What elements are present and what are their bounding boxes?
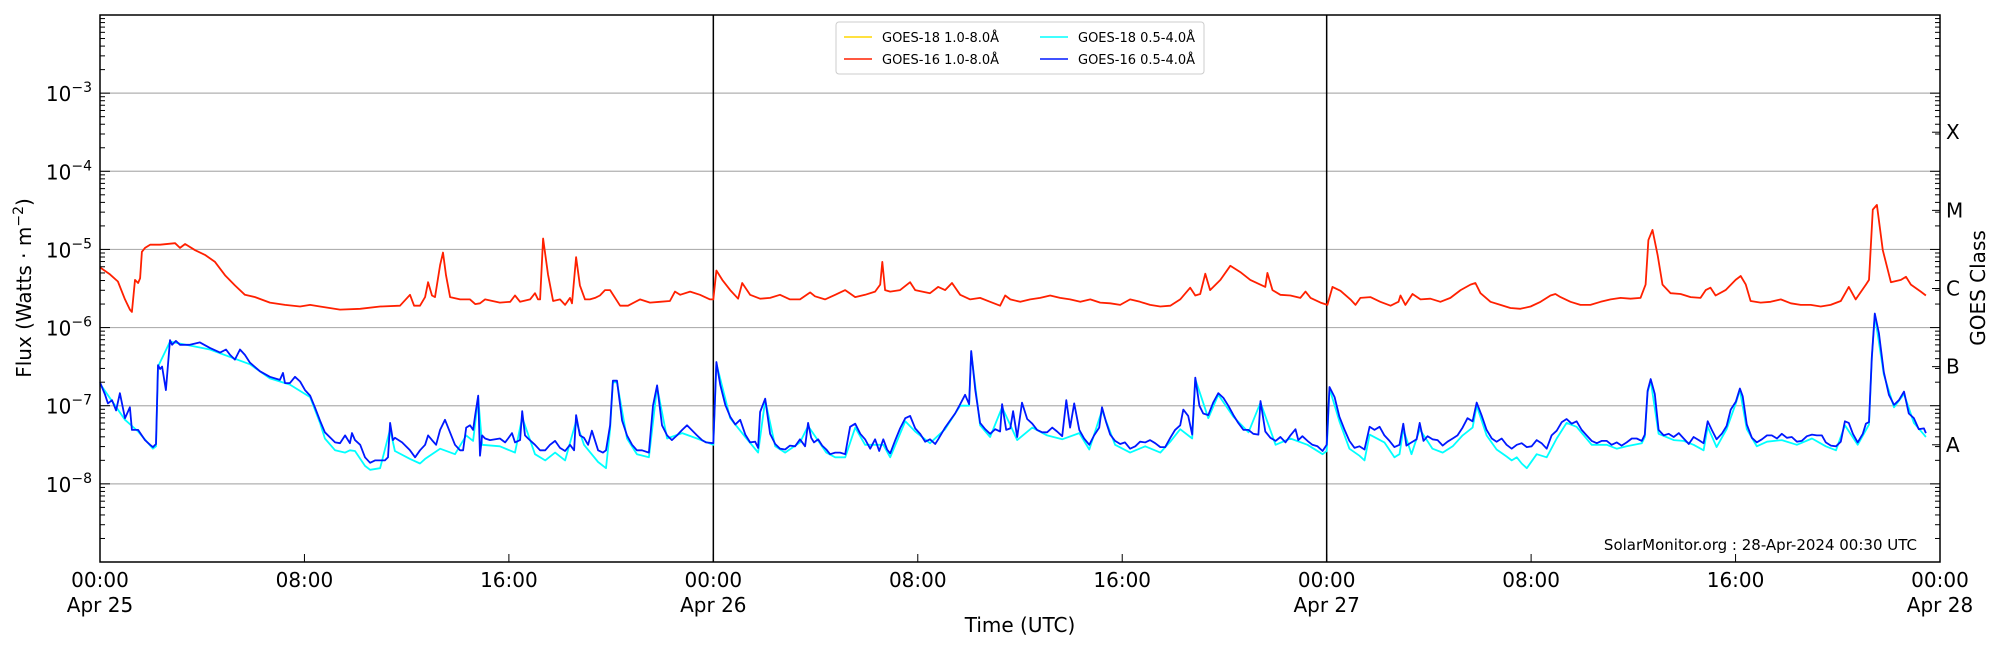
x-tick-date: Apr 27: [1293, 593, 1359, 617]
y-tick-exp: −6: [71, 315, 92, 331]
y-axis-title-close: ): [12, 198, 36, 206]
x-tick-label: 00:00: [1911, 568, 1969, 592]
goes-class-label-b: B: [1946, 355, 1960, 379]
goes-class-label-a: A: [1946, 433, 1960, 457]
y-axis-title: Flux (Watts · m−2): [11, 198, 36, 378]
x-tick-date: Apr 25: [67, 593, 133, 617]
y-axis-right-goes-class: A B C M X: [1930, 18, 1963, 563]
y-tick-base: 10: [46, 238, 71, 262]
y-tick-base: 10: [46, 82, 71, 106]
goes-class-label-m: M: [1946, 198, 1963, 222]
x-tick-label: 00:00: [1298, 568, 1356, 592]
y-tick-base: 10: [46, 395, 71, 419]
y-tick-base: 10: [46, 160, 71, 184]
x-tick-label: 00:00: [71, 568, 129, 592]
source-annotation: SolarMonitor.org : 28-Apr-2024 00:30 UTC: [1604, 536, 1917, 554]
data-series: [99, 203, 1927, 471]
y-tick-label: 10−6: [46, 315, 92, 341]
x-tick-label: 08:00: [1502, 568, 1560, 592]
x-tick-label: 08:00: [276, 568, 334, 592]
legend: GOES-18 1.0-8.0Å GOES-18 0.5-4.0Å GOES-16 …: [835, 21, 1205, 75]
goes-class-label-x: X: [1946, 120, 1960, 144]
y-axis-right-title: GOES Class: [1966, 230, 1990, 346]
y-tick-exp: −5: [71, 236, 92, 252]
series-line: [99, 314, 1927, 471]
y-tick-label: 10−8: [46, 471, 92, 497]
y-tick-exp: −4: [71, 158, 92, 174]
x-axis-title: Time (UTC): [964, 613, 1076, 637]
series-line: [99, 203, 1927, 313]
y-tick-label: 10−3: [46, 80, 92, 106]
y-tick-label: 10−4: [46, 158, 92, 184]
plot-frame: [99, 14, 1941, 563]
legend-label: GOES-18 0.5-4.0Å: [1078, 30, 1195, 46]
y-tick-exp: −7: [71, 393, 92, 409]
legend-items: GOES-18 1.0-8.0Å GOES-18 0.5-4.0Å GOES-16 …: [844, 30, 1195, 68]
y-tick-label: 10−7: [46, 393, 92, 419]
goes-class-label-c: C: [1946, 277, 1960, 301]
x-tick-label: 16:00: [480, 568, 538, 592]
y-tick-exp: −8: [71, 471, 92, 487]
y-tick-base: 10: [46, 473, 71, 497]
series-line: [99, 312, 1927, 464]
x-tick-label: 00:00: [685, 568, 743, 592]
x-tick-date: Apr 28: [1907, 593, 1973, 617]
y-axis-title-sup: −2: [11, 206, 27, 227]
y-tick-base: 10: [46, 317, 71, 341]
x-tick-label: 16:00: [1093, 568, 1151, 592]
y-tick-exp: −3: [71, 80, 92, 96]
legend-box: [835, 21, 1205, 75]
legend-label: GOES-16 0.5-4.0Å: [1078, 52, 1195, 68]
x-tick-date: Apr 26: [680, 593, 746, 617]
day-boundary-lines: [712, 15, 1328, 562]
x-tick-label: 08:00: [889, 568, 947, 592]
y-axis-title-main: Flux (Watts · m: [12, 227, 36, 378]
legend-label: GOES-16 1.0-8.0Å: [882, 52, 999, 68]
x-tick-label: 16:00: [1707, 568, 1765, 592]
y-axis-left: 10−810−710−610−510−410−3: [46, 18, 110, 563]
y-gridlines: [100, 92, 1940, 485]
y-tick-label: 10−5: [46, 236, 92, 262]
legend-label: GOES-18 1.0-8.0Å: [882, 30, 999, 46]
